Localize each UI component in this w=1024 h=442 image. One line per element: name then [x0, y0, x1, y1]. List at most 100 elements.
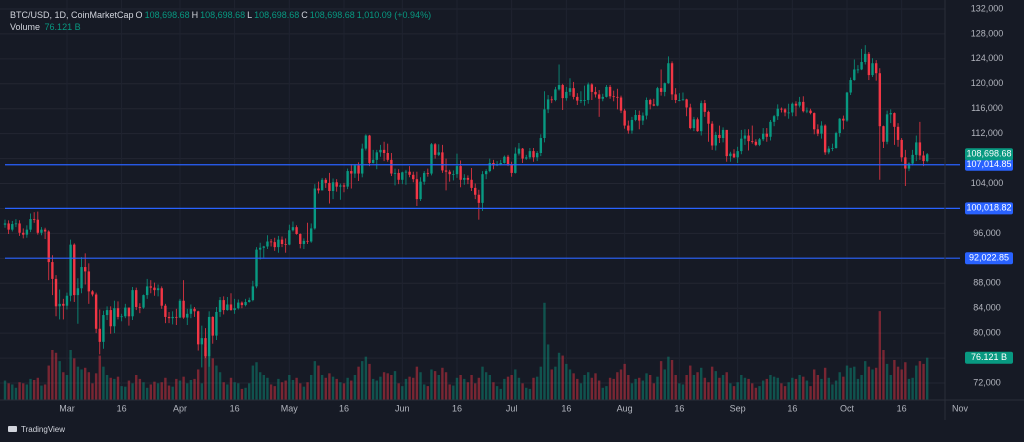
candle-body — [743, 135, 747, 139]
volume-bar — [291, 380, 295, 400]
candle-body — [65, 295, 69, 306]
candle-body — [601, 96, 604, 99]
level-label: 100,018.82 — [966, 203, 1011, 213]
candle-body — [791, 103, 794, 113]
volume-bar — [510, 375, 513, 400]
candle-body — [834, 133, 838, 149]
volume-bar — [196, 369, 200, 400]
candle-body — [382, 149, 386, 153]
volume-bar — [386, 373, 389, 400]
legend-value: 108,698.68 — [309, 10, 355, 20]
candle-body — [237, 302, 240, 309]
volume-bar — [670, 360, 674, 400]
volume-bar — [248, 383, 251, 400]
volume-bar — [313, 361, 317, 400]
candle-body — [215, 311, 218, 336]
volume-bar — [251, 365, 255, 400]
volume-bar — [415, 366, 419, 400]
candle-body — [222, 300, 225, 311]
candle-body — [510, 164, 513, 173]
candle-body — [149, 286, 153, 288]
volume-bar — [18, 382, 21, 400]
volume-bar — [648, 375, 652, 400]
volume-bar — [856, 378, 860, 400]
volume-bar — [269, 384, 273, 400]
volume-bar — [849, 367, 852, 400]
y-tick-label: 88,000 — [973, 278, 1001, 288]
candle-body — [703, 103, 707, 112]
volume-bar — [823, 367, 827, 400]
volume-bar — [302, 386, 306, 400]
volume-bar — [758, 386, 761, 400]
volume-bar — [459, 375, 462, 400]
candle-body — [900, 139, 903, 158]
volume-bar — [754, 387, 758, 400]
candle-body — [820, 125, 823, 134]
candle-body — [645, 100, 648, 116]
volume-bar — [761, 380, 765, 400]
level-label: 107,014.85 — [966, 159, 1011, 169]
volume-bar — [470, 375, 473, 400]
candle-body — [557, 85, 561, 90]
candle-body — [827, 148, 830, 153]
volume-bar — [907, 378, 911, 400]
candle-body — [302, 240, 306, 244]
volume-bar — [714, 371, 717, 400]
candle-body — [787, 112, 790, 114]
volume-bar — [160, 382, 163, 400]
volume-bar — [874, 367, 878, 400]
y-tick-label: 84,000 — [973, 303, 1001, 313]
volume-bar — [233, 382, 236, 400]
candle-body — [317, 188, 320, 191]
volume-bar — [922, 363, 925, 400]
candle-body — [528, 151, 532, 158]
volume-bar — [189, 380, 193, 400]
volume-bar — [54, 352, 58, 400]
candle-body — [3, 223, 7, 225]
volume-bar — [827, 377, 830, 400]
volume-bar — [342, 383, 346, 400]
volume-bar — [412, 377, 415, 400]
volume-bar — [802, 376, 805, 400]
x-tick-label: 16 — [452, 403, 462, 413]
candle-body — [546, 99, 550, 110]
candle-body — [918, 142, 922, 156]
candle-body — [466, 177, 470, 180]
volume-bar — [14, 387, 18, 400]
volume-bar — [889, 375, 892, 400]
candle-body — [233, 308, 236, 311]
candle-body — [652, 104, 656, 106]
y-tick-label: 112,000 — [971, 128, 1003, 138]
volume-bar — [116, 376, 120, 400]
volume-bar — [124, 386, 127, 400]
volume-bar — [506, 376, 510, 400]
volume-bar — [601, 387, 604, 400]
volume-bar — [404, 378, 408, 400]
volume-bar — [911, 377, 914, 400]
candle-body — [689, 107, 692, 129]
candle-body — [346, 171, 349, 187]
candle-body — [616, 96, 619, 98]
candle-body — [700, 103, 703, 132]
volume-bar — [521, 383, 524, 400]
candle-body — [204, 338, 207, 357]
volume-bar — [885, 363, 889, 400]
candle-body — [831, 148, 834, 149]
volume-bar — [689, 365, 692, 400]
volume-bar — [499, 388, 502, 400]
candle-body — [83, 267, 87, 272]
candle-body — [11, 224, 14, 230]
candle-body — [342, 185, 346, 187]
volume-bar — [47, 365, 50, 400]
candle-body — [503, 156, 506, 163]
volume-bar — [557, 352, 561, 400]
volume-bar — [94, 373, 98, 400]
candle-body — [802, 101, 805, 112]
candle-body — [430, 144, 433, 174]
volume-bar — [36, 377, 40, 400]
x-tick-label: Jun — [395, 403, 410, 413]
candle-body — [896, 126, 900, 140]
candle-body — [218, 300, 222, 312]
candle-body — [193, 308, 196, 312]
x-tick-label: 16 — [897, 403, 907, 413]
